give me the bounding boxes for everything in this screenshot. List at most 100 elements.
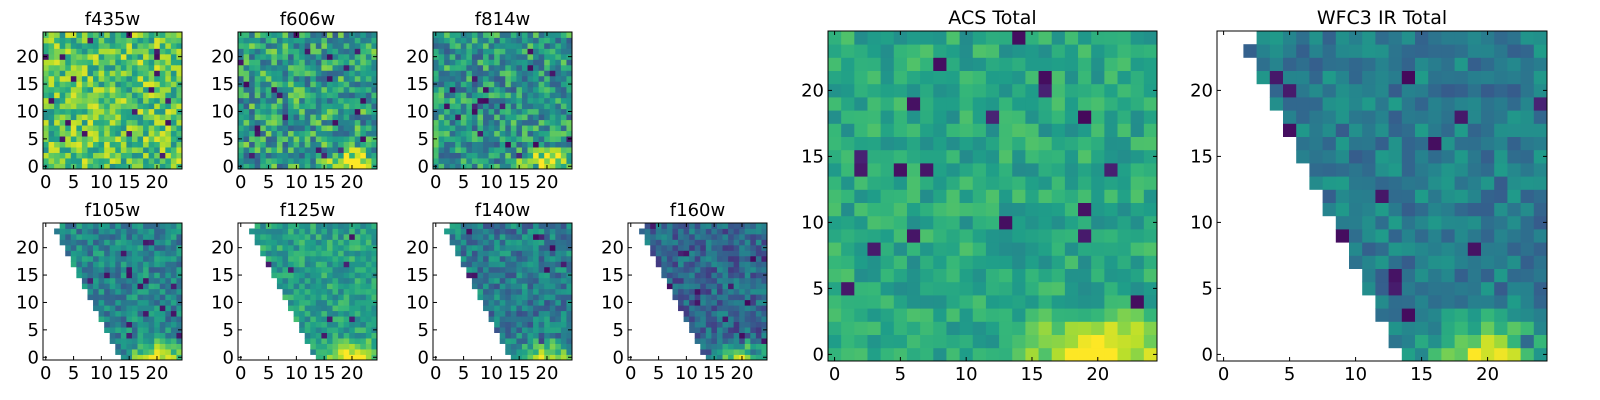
- heatmap-cell: [639, 228, 646, 235]
- heatmap-cell: [288, 114, 294, 121]
- heatmap-cell: [109, 136, 116, 142]
- heatmap-cell: [1335, 136, 1350, 151]
- heatmap-cell: [143, 332, 150, 339]
- heatmap-cell: [761, 255, 768, 262]
- heatmap-cell: [310, 321, 317, 328]
- heatmap-cell: [650, 228, 657, 235]
- y-tick-label: 15: [211, 74, 234, 95]
- heatmap-cell: [516, 158, 523, 164]
- heatmap-cell: [159, 316, 166, 323]
- heatmap-cell: [148, 261, 155, 268]
- y-tick-label: 5: [28, 320, 39, 341]
- heatmap-cell: [466, 42, 473, 49]
- heatmap-cell: [1064, 215, 1079, 230]
- heatmap-cell: [716, 299, 723, 306]
- heatmap-cell: [315, 261, 322, 268]
- heatmap-cell: [505, 332, 512, 339]
- heatmap-cell: [254, 114, 261, 121]
- heatmap-cell: [93, 59, 99, 66]
- heatmap-cell: [533, 37, 540, 44]
- heatmap-cell: [755, 244, 762, 251]
- heatmap-cell: [360, 343, 367, 350]
- x-tick-label: 0: [235, 363, 246, 384]
- heatmap-cell: [154, 108, 161, 115]
- heatmap-cell: [544, 147, 551, 153]
- heatmap-cell: [93, 64, 99, 71]
- heatmap-cell: [499, 97, 506, 104]
- heatmap-cell: [360, 64, 367, 71]
- heatmap-cell: [527, 97, 534, 104]
- heatmap-cell: [700, 332, 707, 339]
- heatmap-cell: [76, 114, 83, 121]
- heatmap-cell: [672, 250, 679, 257]
- heatmap-cell: [1362, 97, 1376, 111]
- heatmap-cell: [538, 59, 545, 66]
- heatmap-cell: [131, 277, 138, 284]
- heatmap-cell: [126, 42, 133, 49]
- heatmap-cell: [93, 92, 99, 99]
- heatmap-cell: [265, 255, 272, 262]
- heatmap-cell: [70, 158, 77, 164]
- heatmap-cell: [1078, 229, 1092, 243]
- heatmap-cell: [444, 97, 451, 104]
- heatmap-cell: [276, 125, 283, 132]
- heatmap-cell: [1467, 215, 1482, 230]
- heatmap-cell: [1335, 97, 1350, 111]
- heatmap-cell: [544, 294, 551, 301]
- heatmap-cell: [1415, 268, 1429, 283]
- heatmap-cell: [867, 189, 882, 203]
- heatmap-cell: [59, 119, 66, 126]
- heatmap-cell: [271, 103, 278, 110]
- heatmap-cell: [1388, 308, 1403, 322]
- heatmap-cell: [165, 119, 172, 126]
- heatmap-cell: [1012, 176, 1026, 190]
- heatmap-cell: [1078, 189, 1092, 203]
- heatmap-cell: [716, 272, 723, 279]
- heatmap-cell: [906, 136, 921, 151]
- heatmap-cell: [343, 255, 350, 262]
- heatmap-cell: [471, 233, 478, 240]
- heatmap-cell: [43, 103, 49, 110]
- heatmap-cell: [460, 108, 467, 115]
- heatmap-cell: [65, 103, 72, 110]
- heatmap-cell: [120, 321, 127, 328]
- heatmap-cell: [460, 244, 467, 251]
- heatmap-cell: [460, 130, 467, 137]
- heatmap-cell: [154, 239, 161, 246]
- heatmap-cell: [154, 244, 161, 251]
- heatmap-cell: [1481, 229, 1495, 243]
- heatmap-cell: [354, 147, 361, 153]
- heatmap-cell: [70, 53, 77, 60]
- heatmap-cell: [109, 32, 116, 38]
- heatmap-cell: [76, 64, 83, 71]
- heatmap-cell: [466, 103, 473, 110]
- heatmap-cell: [1012, 202, 1026, 217]
- heatmap-cell: [1494, 83, 1508, 98]
- heatmap-cell: [360, 332, 367, 339]
- heatmap-cell: [933, 334, 947, 349]
- heatmap-cell: [254, 103, 261, 110]
- heatmap-cell: [516, 316, 523, 323]
- heatmap-cell: [499, 108, 506, 115]
- heatmap-cell: [1454, 202, 1469, 217]
- heatmap-cell: [343, 70, 350, 77]
- heatmap-cell: [433, 130, 439, 137]
- heatmap-cell: [76, 136, 83, 142]
- heatmap-cell: [755, 310, 762, 317]
- heatmap-cell: [299, 316, 306, 323]
- heatmap-cell: [304, 321, 311, 328]
- heatmap-cell: [131, 136, 138, 142]
- heatmap-cell: [349, 130, 356, 137]
- heatmap-cell: [338, 354, 345, 361]
- heatmap-cell: [87, 294, 94, 301]
- heatmap-cell: [159, 288, 166, 295]
- heatmap-cell: [1481, 281, 1495, 296]
- heatmap-cell: [560, 59, 567, 66]
- heatmap-cell: [326, 136, 333, 142]
- heatmap-cell: [694, 294, 701, 301]
- heatmap-cell: [505, 266, 512, 273]
- heatmap-cell: [433, 97, 439, 104]
- heatmap-cell: [1104, 163, 1118, 177]
- heatmap-cell: [1051, 347, 1066, 362]
- heatmap-cell: [1520, 334, 1535, 349]
